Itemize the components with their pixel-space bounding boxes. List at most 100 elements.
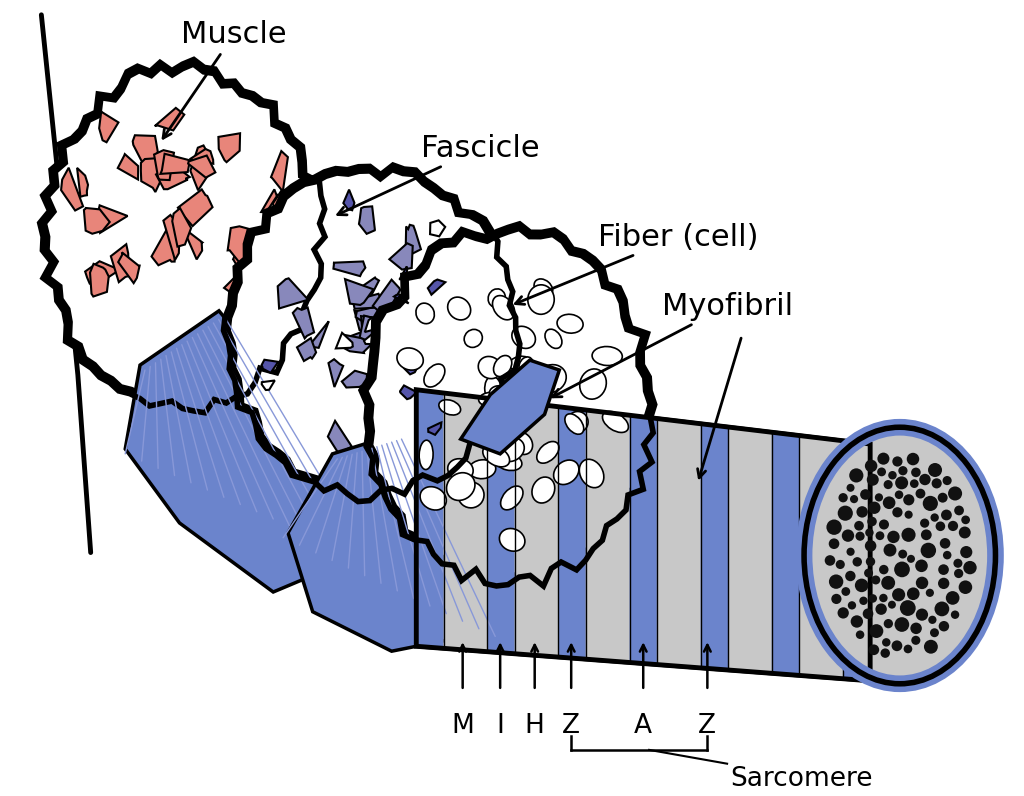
Polygon shape	[344, 327, 375, 342]
Polygon shape	[361, 224, 654, 586]
Circle shape	[964, 561, 977, 574]
Polygon shape	[248, 238, 262, 270]
Circle shape	[936, 521, 945, 531]
Ellipse shape	[424, 364, 444, 387]
Polygon shape	[343, 189, 354, 210]
Polygon shape	[99, 111, 119, 142]
Ellipse shape	[557, 314, 583, 334]
Ellipse shape	[500, 367, 522, 387]
Ellipse shape	[498, 438, 524, 462]
Circle shape	[951, 611, 959, 619]
Polygon shape	[172, 208, 191, 247]
Ellipse shape	[499, 398, 524, 425]
Circle shape	[895, 476, 908, 490]
Ellipse shape	[473, 416, 497, 442]
Polygon shape	[586, 410, 630, 662]
Polygon shape	[558, 407, 586, 659]
Polygon shape	[190, 146, 211, 190]
Polygon shape	[154, 150, 174, 180]
Ellipse shape	[489, 386, 515, 405]
Polygon shape	[133, 135, 158, 170]
Polygon shape	[407, 314, 423, 347]
Polygon shape	[261, 189, 278, 213]
Circle shape	[884, 544, 896, 556]
Circle shape	[938, 493, 947, 502]
Ellipse shape	[527, 285, 554, 314]
Polygon shape	[293, 307, 314, 338]
Polygon shape	[366, 228, 650, 581]
Circle shape	[831, 594, 842, 604]
Circle shape	[920, 518, 929, 528]
Ellipse shape	[482, 445, 510, 466]
Circle shape	[859, 596, 867, 605]
Circle shape	[848, 601, 856, 610]
Polygon shape	[161, 154, 189, 174]
Polygon shape	[84, 208, 110, 234]
Polygon shape	[342, 335, 372, 353]
Circle shape	[869, 624, 884, 638]
Circle shape	[921, 529, 932, 540]
Circle shape	[892, 588, 905, 601]
Text: M: M	[452, 713, 474, 739]
Ellipse shape	[477, 411, 496, 429]
Circle shape	[866, 474, 879, 486]
Polygon shape	[362, 278, 379, 310]
Circle shape	[864, 568, 873, 578]
Circle shape	[871, 576, 881, 584]
Circle shape	[906, 453, 920, 466]
Polygon shape	[333, 261, 366, 276]
Polygon shape	[156, 164, 189, 189]
Ellipse shape	[490, 412, 516, 441]
Circle shape	[868, 501, 881, 514]
Polygon shape	[359, 315, 384, 342]
Polygon shape	[387, 396, 398, 409]
Circle shape	[958, 526, 971, 538]
Circle shape	[882, 638, 891, 646]
Ellipse shape	[501, 486, 523, 510]
Polygon shape	[90, 263, 109, 297]
Polygon shape	[406, 224, 421, 257]
Polygon shape	[223, 165, 520, 501]
Circle shape	[878, 453, 890, 465]
Polygon shape	[111, 244, 129, 282]
Circle shape	[954, 505, 964, 515]
Ellipse shape	[488, 289, 505, 307]
Polygon shape	[772, 432, 799, 675]
Polygon shape	[462, 355, 487, 375]
Circle shape	[888, 471, 897, 479]
Circle shape	[849, 468, 863, 482]
Polygon shape	[843, 441, 870, 681]
Circle shape	[828, 538, 840, 549]
Circle shape	[862, 608, 873, 619]
Ellipse shape	[565, 414, 584, 435]
Circle shape	[924, 640, 938, 654]
Text: Z: Z	[562, 713, 581, 739]
Polygon shape	[345, 279, 374, 305]
Ellipse shape	[495, 453, 522, 470]
Polygon shape	[443, 393, 487, 652]
Circle shape	[907, 555, 915, 563]
Polygon shape	[799, 435, 843, 679]
Ellipse shape	[493, 295, 515, 320]
Circle shape	[948, 521, 958, 531]
Polygon shape	[417, 390, 443, 649]
Circle shape	[879, 565, 889, 575]
Ellipse shape	[439, 400, 461, 415]
Circle shape	[839, 493, 848, 502]
Polygon shape	[342, 371, 367, 388]
Polygon shape	[428, 279, 445, 295]
Ellipse shape	[447, 458, 473, 480]
Text: Sarcomere: Sarcomere	[730, 766, 872, 792]
Ellipse shape	[512, 326, 536, 349]
Polygon shape	[630, 416, 657, 665]
Ellipse shape	[804, 427, 995, 684]
Circle shape	[865, 540, 877, 552]
Circle shape	[930, 628, 939, 637]
Polygon shape	[364, 387, 375, 406]
Polygon shape	[657, 419, 700, 668]
Circle shape	[854, 521, 864, 531]
Text: A: A	[634, 713, 652, 739]
Circle shape	[901, 528, 915, 542]
Polygon shape	[228, 170, 515, 497]
Text: Myofibril: Myofibril	[553, 291, 793, 397]
